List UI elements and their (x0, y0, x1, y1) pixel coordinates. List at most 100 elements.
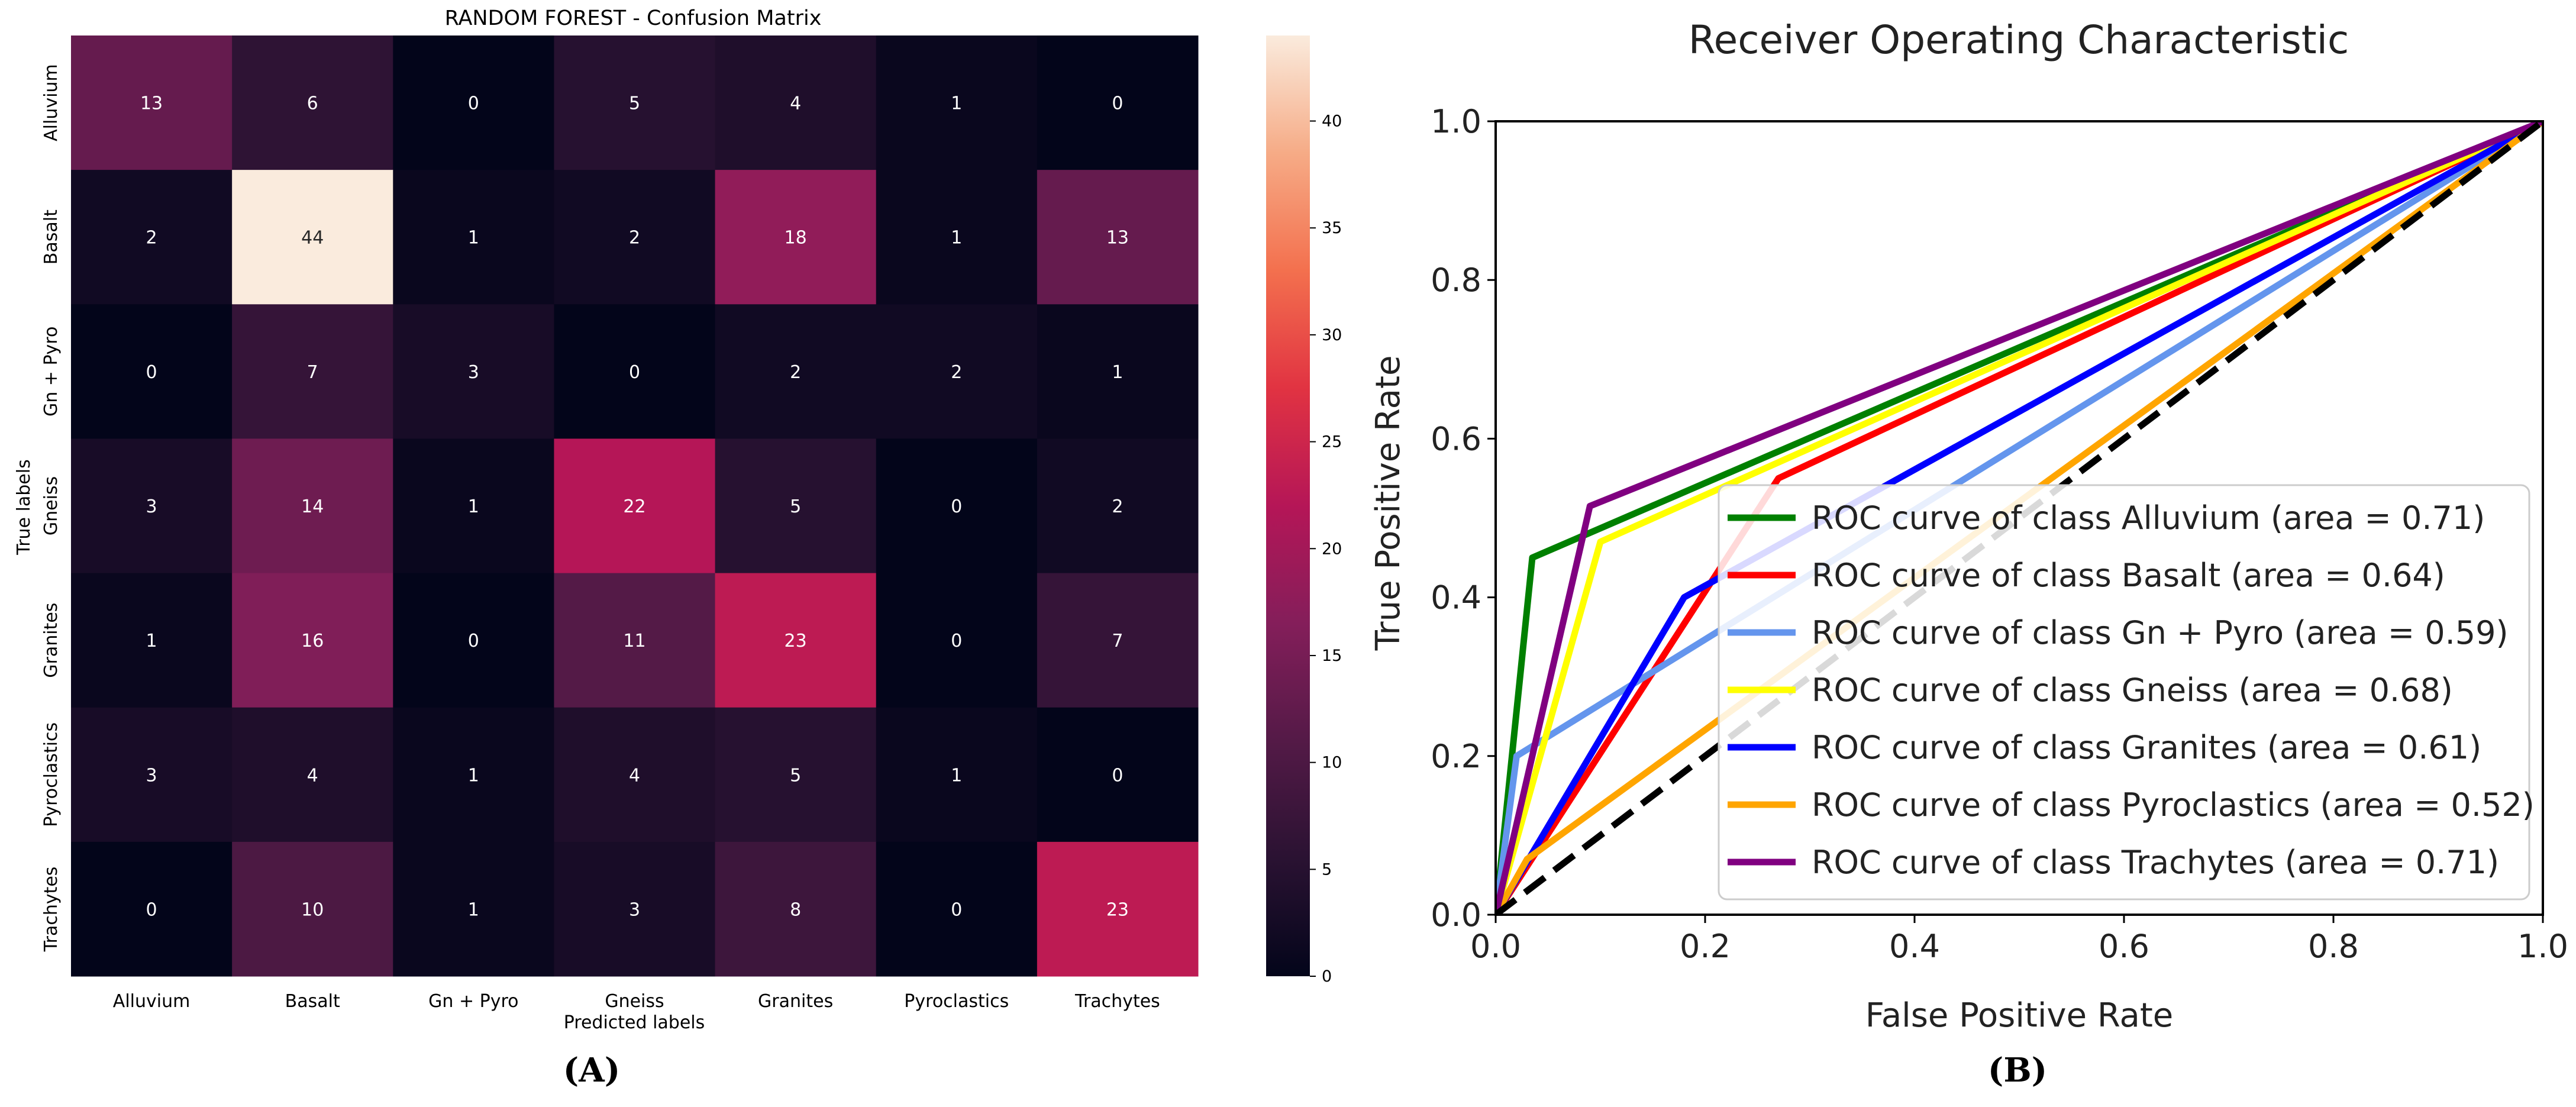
roc-panel: Receiver Operating Characteristic 0.0 0.2… (1369, 17, 2568, 1090)
heatmap-cell-value: 0 (468, 631, 479, 651)
heatmap-cell-value: 1 (468, 228, 479, 248)
roc-y-axis-label: True Positive Rate (1369, 356, 1408, 651)
heatmap-cell (232, 170, 393, 305)
heatmap-cell (1037, 170, 1199, 305)
roc-legend-label: ROC curve of class Alluvium (area = 0.71… (1812, 499, 2485, 537)
heatmap-cell (393, 304, 554, 439)
heatmap-cell (393, 438, 554, 574)
roc-x-tick-label: 0.4 (1889, 928, 1940, 965)
colorbar (1266, 35, 1310, 976)
heatmap-cell-value: 4 (629, 765, 640, 786)
heatmap-cell (715, 707, 877, 843)
roc-legend-label: ROC curve of class Trachytes (area = 0.7… (1812, 844, 2499, 881)
colorbar-tick-label: 10 (1322, 754, 1342, 772)
heatmap-cell (876, 707, 1038, 843)
heatmap-cell (71, 170, 233, 305)
roc-curve (1496, 121, 2543, 915)
heatmap-cell (71, 573, 233, 708)
heatmap-y-tick-labels: Alluvium Basalt Gn + Pyro Gneiss Granites Pyr… (41, 64, 62, 952)
roc-curve (1496, 121, 2543, 915)
roc-legend: ROC curve of class Alluvium (area = 0.71… (1718, 484, 2535, 901)
roc-curve (1496, 121, 2543, 915)
colorbar-tick-label: 15 (1322, 647, 1342, 665)
heatmap-cell-value: 1 (146, 631, 157, 651)
roc-y-tick-label: 0.2 (1431, 738, 1481, 775)
heatmap-cell-value: 4 (790, 93, 801, 114)
heatmap-cell (232, 304, 393, 439)
roc-plot-frame (1494, 120, 2544, 916)
heatmap-cell (393, 35, 554, 170)
heatmap-cell-value: 14 (301, 496, 324, 517)
heatmap-y-tick-label: Gn + Pyro (41, 327, 62, 417)
heatmap-cell-value: 13 (1106, 228, 1129, 248)
roc-x-axis-label: False Positive Rate (1865, 996, 2173, 1035)
confusion-matrix-panel: RANDOM FOREST - Confusion Matrix 13 6 0 5 4 1… (14, 7, 1342, 1090)
heatmap-cell-value: 2 (629, 228, 640, 248)
heatmap-cell-value: 0 (468, 93, 479, 114)
colorbar-tick-label: 0 (1322, 967, 1332, 986)
heatmap-cell (876, 438, 1038, 574)
heatmap-cell-value: 1 (951, 93, 962, 114)
roc-legend-label: ROC curve of class Basalt (area = 0.64) (1812, 557, 2445, 594)
heatmap-cell (71, 35, 233, 170)
heatmap-cell (1037, 573, 1199, 708)
heatmap-cell-value: 23 (785, 631, 807, 651)
roc-y-tick-label: 0.6 (1431, 420, 1481, 457)
heatmap-cell-value: 2 (146, 228, 157, 248)
heatmap-cell-value: 0 (1112, 93, 1123, 114)
heatmap-cell-value: 22 (623, 496, 645, 517)
heatmap-cell (876, 304, 1038, 439)
heatmap-x-tick-label: Pyroclastics (904, 991, 1009, 1012)
heatmap-cell (554, 707, 716, 843)
heatmap-y-axis-label: True labels (14, 459, 34, 555)
heatmap-x-tick-labels: Alluvium Basalt Gn + Pyro Gneiss Granites Pyr… (113, 991, 1160, 1012)
heatmap-cell (876, 35, 1038, 170)
heatmap-cell (876, 170, 1038, 305)
roc-y-tick-label: 0.0 (1431, 896, 1481, 934)
roc-legend-entries: ROC curve of class Alluvium (area = 0.71… (1728, 499, 2535, 881)
heatmap-cell-value: 10 (301, 899, 324, 920)
heatmap-cell-value: 2 (790, 362, 801, 383)
heatmap-cell (71, 438, 233, 574)
heatmap-cell-value: 7 (1112, 631, 1123, 651)
colorbar-ticks: 0 5 10 15 20 25 30 35 40 (1310, 112, 1342, 986)
roc-x-tick-label: 0.8 (2308, 928, 2359, 965)
heatmap-cell-value: 5 (790, 765, 801, 786)
heatmap-x-tick-label: Gneiss (605, 991, 664, 1012)
heatmap-cell (715, 35, 877, 170)
heatmap-cell (715, 573, 877, 708)
roc-curve (1496, 121, 2543, 915)
heatmap-cell-value: 0 (951, 899, 962, 920)
heatmap-cell-value: 1 (1112, 362, 1123, 383)
heatmap-cell-value: 0 (146, 899, 157, 920)
roc-x-tick-label: 0.0 (1470, 928, 1521, 965)
heatmap-cell-value: 5 (629, 93, 640, 114)
heatmap-cell-value: 0 (951, 631, 962, 651)
heatmap-cell-value: 5 (790, 496, 801, 517)
heatmap-cell (232, 841, 393, 977)
heatmap-cell (71, 841, 233, 977)
roc-curve (1496, 121, 2543, 915)
roc-y-tick-label: 1.0 (1431, 103, 1481, 140)
heatmap-cell (1037, 438, 1199, 574)
roc-y-tick-label: 0.4 (1431, 579, 1481, 617)
heatmap-cell (393, 841, 554, 977)
heatmap-cell (232, 707, 393, 843)
heatmap-cell-value: 1 (468, 899, 479, 920)
heatmap-y-tick-label: Alluvium (41, 64, 62, 141)
roc-legend-box (1718, 484, 2530, 901)
roc-x-ticks: 0.0 0.2 0.4 0.6 0.8 1.0 (1470, 915, 2568, 965)
roc-y-ticks: 0.0 0.2 0.4 0.6 0.8 1.0 (1431, 103, 1496, 934)
heatmap-cell-value: 1 (468, 765, 479, 786)
heatmap-cell-value: 2 (1112, 496, 1123, 517)
heatmap-cell (554, 170, 716, 305)
heatmap-cell (715, 170, 877, 305)
roc-y-tick-label: 0.8 (1431, 262, 1481, 299)
panel-label-b: (B) (1988, 1051, 2047, 1090)
heatmap-cell (715, 841, 877, 977)
heatmap-y-tick-label: Pyroclastics (41, 722, 62, 827)
heatmap-cell-value: 16 (301, 631, 324, 651)
heatmap-cell-value: 8 (790, 899, 801, 920)
heatmap-cell (876, 573, 1038, 708)
heatmap-cell (71, 304, 233, 439)
